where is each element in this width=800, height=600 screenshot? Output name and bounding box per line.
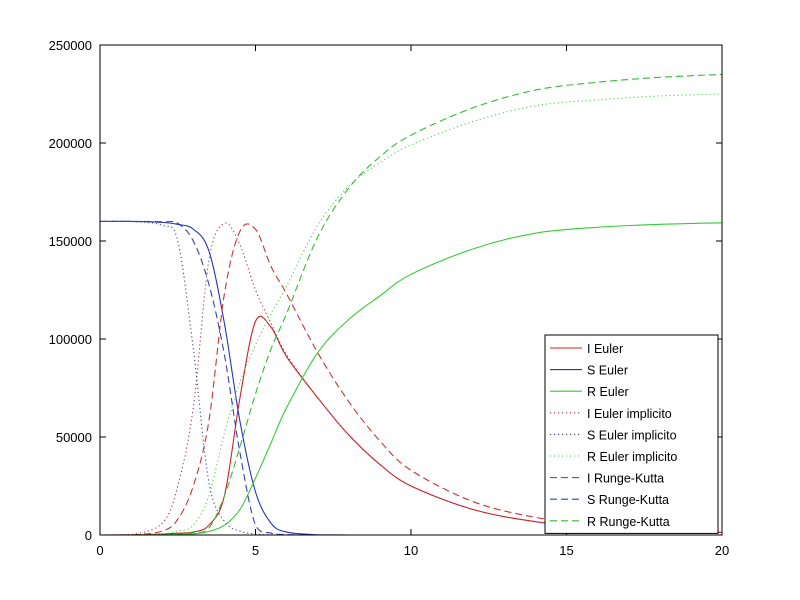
legend-label: S Euler xyxy=(587,364,628,378)
legend-label: I Runge-Kutta xyxy=(587,472,664,486)
legend-label: S Runge-Kutta xyxy=(587,493,669,507)
legend-label: R Runge-Kutta xyxy=(587,515,670,529)
series-line-r-runge-kutta xyxy=(100,73,723,536)
series-line-i-euler-implicito xyxy=(99,222,723,536)
x-tick-label: 15 xyxy=(559,543,573,558)
series-line-r-euler-implicito xyxy=(99,93,723,536)
legend-label: S Euler implicito xyxy=(587,428,677,442)
x-tick-label: 5 xyxy=(252,543,259,558)
legend-label: R Euler xyxy=(587,385,629,399)
y-tick-label: 0 xyxy=(85,528,92,543)
legend-label: I Euler implicito xyxy=(587,407,672,421)
y-tick-label: 200000 xyxy=(49,136,92,151)
legend: I Euler S Euler R Euler I Euler implicito S … xyxy=(544,334,719,534)
y-tick-label: 50000 xyxy=(56,430,92,445)
legend-box xyxy=(544,334,719,534)
y-tick-label: 100000 xyxy=(49,332,92,347)
y-tick-label: 150000 xyxy=(49,234,92,249)
series-line-i-runge-kutta xyxy=(99,223,723,536)
legend-label: R Euler implicito xyxy=(587,450,677,464)
x-tick-label: 0 xyxy=(96,543,103,558)
ticks-layer: 0 5 10 15 20 0 50000 100000 150000 200000 250000 xyxy=(49,38,730,558)
x-tick-label: 20 xyxy=(715,543,729,558)
y-tick-label: 250000 xyxy=(49,38,92,53)
legend-label: I Euler xyxy=(587,342,623,356)
x-tick-label: 10 xyxy=(404,543,418,558)
